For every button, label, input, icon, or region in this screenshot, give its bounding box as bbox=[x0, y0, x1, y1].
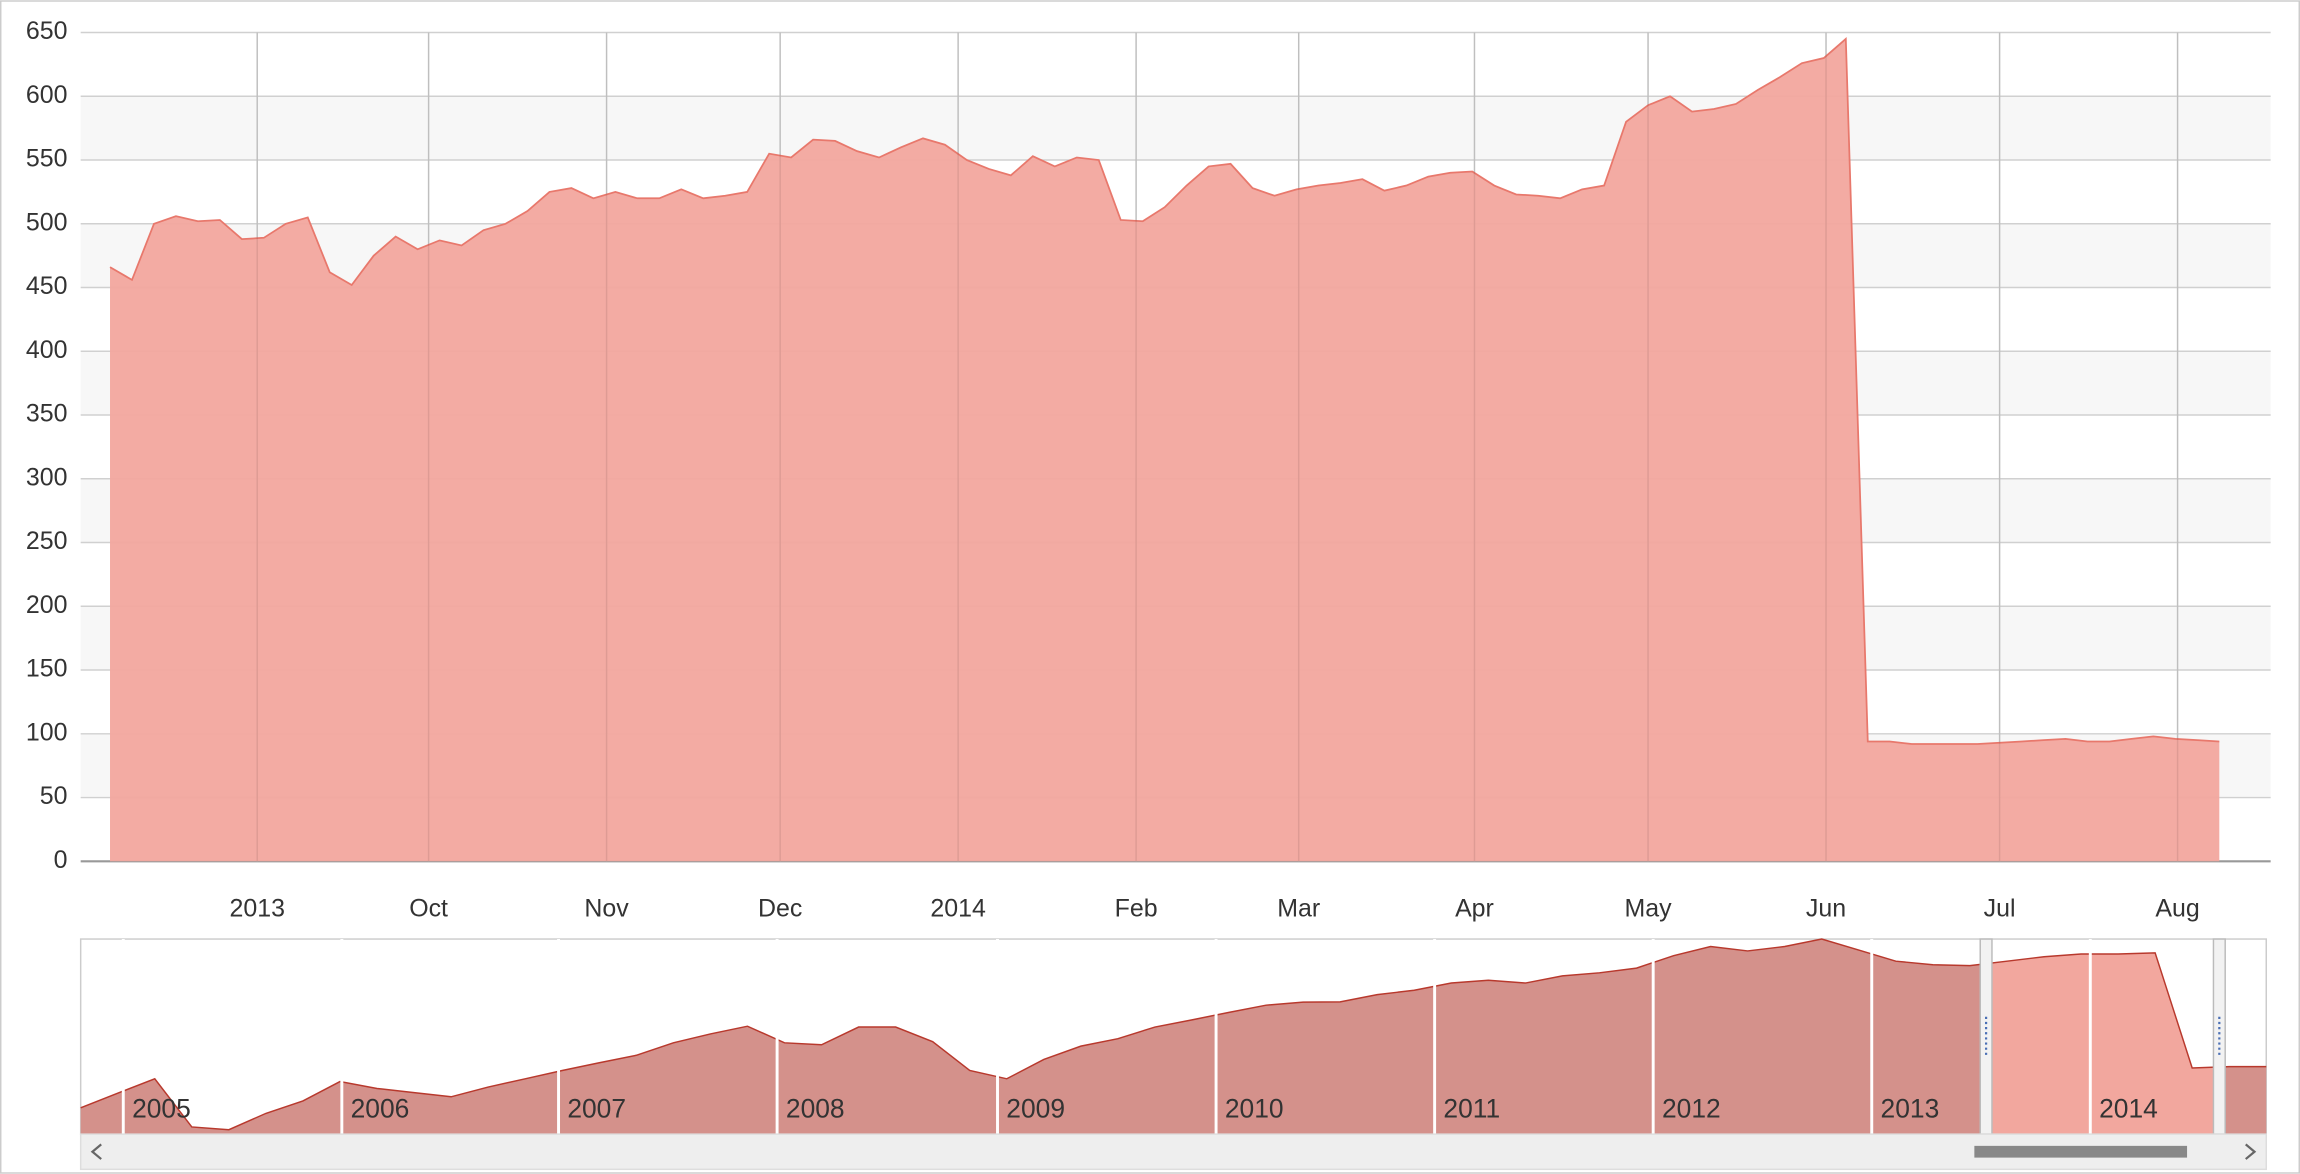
x-tick-label: Jun bbox=[1806, 894, 1846, 922]
scrollbar-thumb[interactable] bbox=[1974, 1145, 2188, 1158]
navigator-tick-label: 2011 bbox=[1443, 1094, 1500, 1124]
y-tick-label: 600 bbox=[26, 81, 68, 109]
x-tick-label: 2013 bbox=[229, 894, 284, 922]
main-plot: 0 50 100 150 200 250 300 350 400 450 500 550 600 650 2… bbox=[26, 17, 2271, 922]
plot-band bbox=[80, 96, 2271, 161]
y-tick-label: 200 bbox=[26, 591, 68, 619]
y-tick-label: 250 bbox=[26, 527, 68, 555]
x-tick-label: Dec bbox=[758, 894, 802, 922]
x-tick-label: Mar bbox=[1277, 894, 1320, 922]
navigator-area bbox=[80, 939, 2267, 1135]
navigator-tick-label: 2014 bbox=[2099, 1094, 2158, 1124]
navigator-tick-label: 2005 bbox=[132, 1094, 191, 1124]
x-tick-label: Apr bbox=[1455, 894, 1494, 922]
y-tick-label: 550 bbox=[26, 145, 68, 173]
x-tick-label: Aug bbox=[2155, 894, 2199, 922]
navigator-tick-label: 2013 bbox=[1881, 1094, 1940, 1124]
navigator-tick-label: 2007 bbox=[567, 1094, 626, 1124]
scroll-right-arrow[interactable] bbox=[2245, 1143, 2257, 1160]
x-tick-label: 2014 bbox=[930, 894, 986, 922]
x-tick-label: Nov bbox=[584, 894, 629, 922]
navigator-handle[interactable] bbox=[2212, 938, 2226, 1135]
y-tick-label: 350 bbox=[26, 400, 68, 428]
y-tick-label: 0 bbox=[54, 846, 68, 874]
navigator-selected-area bbox=[1990, 952, 2218, 1135]
y-tick-label: 100 bbox=[26, 718, 68, 746]
scrollbar[interactable] bbox=[79, 1133, 2267, 1171]
navigator-line bbox=[80, 938, 2267, 1131]
y-tick-label: 150 bbox=[26, 655, 68, 683]
y-tick-label: 300 bbox=[26, 463, 68, 491]
navigator: 2005 2006 2007 2008 2009 2010 2011 2012 2013 2014 bbox=[79, 938, 2267, 1135]
x-tick-label: Jul bbox=[1984, 894, 2016, 922]
navigator-tick-label: 2009 bbox=[1006, 1094, 1065, 1124]
x-tick-label: Oct bbox=[409, 894, 448, 922]
y-tick-label: 500 bbox=[26, 208, 68, 236]
navigator-tick-label: 2006 bbox=[351, 1094, 410, 1124]
y-tick-label: 650 bbox=[26, 17, 68, 45]
y-tick-label: 450 bbox=[26, 272, 68, 300]
scrollbar-track[interactable] bbox=[79, 1133, 2267, 1171]
area-line bbox=[109, 37, 2220, 745]
area bbox=[110, 38, 2220, 862]
y-tick-label: 400 bbox=[26, 336, 68, 364]
scroll-left-arrow[interactable] bbox=[90, 1143, 102, 1160]
navigator-tick-label: 2012 bbox=[1662, 1094, 1721, 1124]
navigator-handle[interactable] bbox=[1979, 938, 1993, 1135]
x-tick-label: May bbox=[1625, 894, 1673, 922]
x-tick-label: Feb bbox=[1115, 894, 1158, 922]
navigator-tick-label: 2010 bbox=[1225, 1094, 1284, 1124]
y-tick-label: 50 bbox=[40, 782, 68, 810]
navigator-tick-label: 2008 bbox=[786, 1094, 845, 1124]
